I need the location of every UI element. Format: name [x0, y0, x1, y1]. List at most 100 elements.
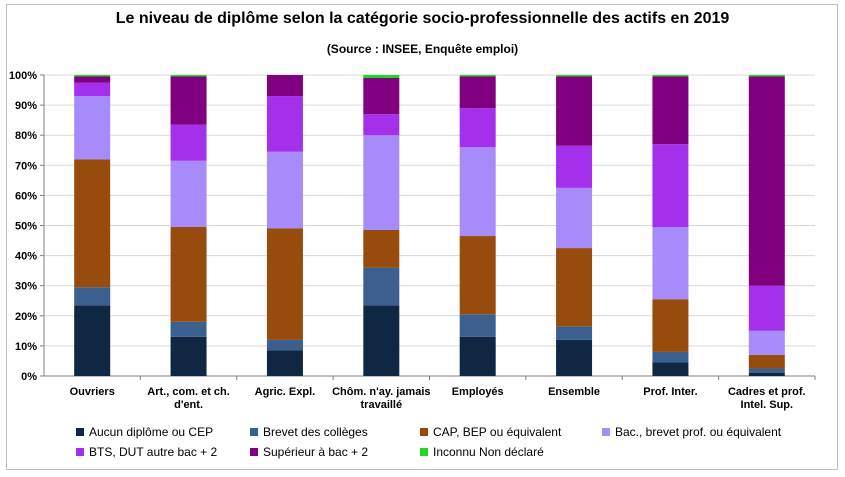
bar-segment [170, 124, 207, 161]
bar-segment [363, 135, 400, 231]
bar-segment [266, 339, 303, 351]
y-tick-label: 80% [15, 130, 37, 142]
bar-segment [459, 108, 496, 148]
bar-segment [556, 75, 593, 77]
bar-segment [266, 151, 303, 229]
legend-swatch [602, 428, 610, 436]
legend-item-brevet: Brevet des collèges [250, 425, 368, 439]
y-tick-label: 50% [15, 221, 37, 233]
legend-swatch [420, 428, 428, 436]
x-tick-label: Intel. Sup. [741, 399, 794, 411]
bar-segment [266, 350, 303, 376]
legend-item-superieur: Supérieur à bac + 2 [250, 445, 368, 459]
bar-segment [363, 267, 400, 306]
bar-segment [363, 78, 400, 115]
bar-segment [652, 362, 689, 376]
bar-segment [266, 228, 303, 340]
x-tick-label: Agric. Expl. [255, 386, 316, 398]
bar-segment [170, 336, 207, 376]
legend-swatch [76, 448, 84, 456]
bar-segment [363, 75, 400, 79]
bar-segment [74, 76, 111, 83]
legend-label: Inconnu Non déclaré [433, 445, 544, 459]
bar-segment [748, 330, 785, 355]
y-tick-label: 0% [21, 371, 37, 383]
legend-item-aucun-diplome: Aucun diplôme ou CEP [76, 425, 213, 439]
bar-segment [652, 144, 689, 228]
y-tick-label: 20% [15, 311, 37, 323]
bar-segment [652, 351, 689, 363]
bar-segment [556, 326, 593, 340]
bar-segment [170, 76, 207, 125]
y-tick-label: 100% [9, 70, 37, 82]
legend-item-cap-bep: CAP, BEP ou équivalent [420, 425, 561, 439]
bar-segment [748, 372, 785, 376]
bar-segment [652, 76, 689, 145]
bar-segment [363, 114, 400, 136]
legend-swatch [250, 428, 258, 436]
bar-segment [74, 159, 111, 288]
bar-segment [652, 75, 689, 77]
bar-segment [748, 76, 785, 286]
bar-segment [74, 305, 111, 376]
bar-segment [748, 368, 785, 373]
bar-segment [556, 187, 593, 249]
bar-segment [459, 147, 496, 237]
bar-segment [170, 75, 207, 77]
bar-segment [459, 75, 496, 77]
chart-title: Le niveau de diplôme selon la catégorie … [115, 10, 730, 27]
y-tick-label: 10% [15, 341, 37, 353]
x-tick-label: d'ent. [174, 399, 203, 411]
bar-segment [74, 96, 111, 160]
bar-segment [74, 75, 111, 77]
bar-segment [74, 82, 111, 97]
x-tick-label: Ensemble [548, 386, 600, 398]
bar-segment [748, 75, 785, 77]
bar-segment [748, 354, 785, 369]
chart-frame [6, 4, 838, 470]
bar-segment [459, 76, 496, 109]
legend-swatch [420, 448, 428, 456]
bar-segment [170, 160, 207, 228]
bar-segment [556, 248, 593, 327]
x-tick-label: Ouvriers [70, 386, 115, 398]
y-tick-label: 60% [15, 190, 37, 202]
bar-segment [170, 227, 207, 322]
chart-subtitle: (Source : INSEE, Enquête emploi) [326, 42, 519, 56]
y-tick-label: 90% [15, 100, 37, 112]
legend-item-bac: Bac., brevet prof. ou équivalent [602, 425, 781, 439]
x-tick-label: Prof. Inter. [643, 386, 697, 398]
bar-segment [170, 321, 207, 337]
legend-swatch [76, 428, 84, 436]
x-tick-label: travaillé [361, 399, 403, 411]
legend-item-inconnu: Inconnu Non déclaré [420, 445, 544, 459]
bar-segment [556, 145, 593, 188]
x-tick-label: Employés [452, 386, 504, 398]
bar-segment [363, 230, 400, 268]
bar-segment [266, 75, 303, 97]
bar-segment [363, 305, 400, 376]
bar-segment [74, 287, 111, 306]
legend-item-bts-dut: BTS, DUT autre bac + 2 [76, 445, 217, 459]
bar-segment [459, 336, 496, 376]
legend-label: Supérieur à bac + 2 [263, 445, 369, 459]
legend-label: Aucun diplôme ou CEP [89, 425, 214, 439]
legend-label: CAP, BEP ou équivalent [433, 425, 562, 439]
legend-label: BTS, DUT autre bac + 2 [89, 445, 218, 459]
y-tick-label: 40% [15, 251, 37, 263]
bar-segment [556, 76, 593, 146]
x-tick-label: Art., com. et ch. [147, 386, 230, 398]
bar-segment [556, 339, 593, 376]
y-tick-label: 30% [15, 281, 37, 293]
bar-segment [652, 227, 689, 300]
x-tick-label: Cadres et prof. [728, 386, 806, 398]
y-tick-label: 70% [15, 160, 37, 172]
legend-label: Bac., brevet prof. ou équivalent [615, 425, 782, 439]
x-tick-label: Chôm. n'ay. jamais [332, 386, 430, 398]
bar-segment [266, 96, 303, 152]
bar-segment [652, 299, 689, 352]
bar-segment [748, 285, 785, 331]
bar-segment [459, 314, 496, 337]
legend-label: Brevet des collèges [263, 425, 368, 439]
